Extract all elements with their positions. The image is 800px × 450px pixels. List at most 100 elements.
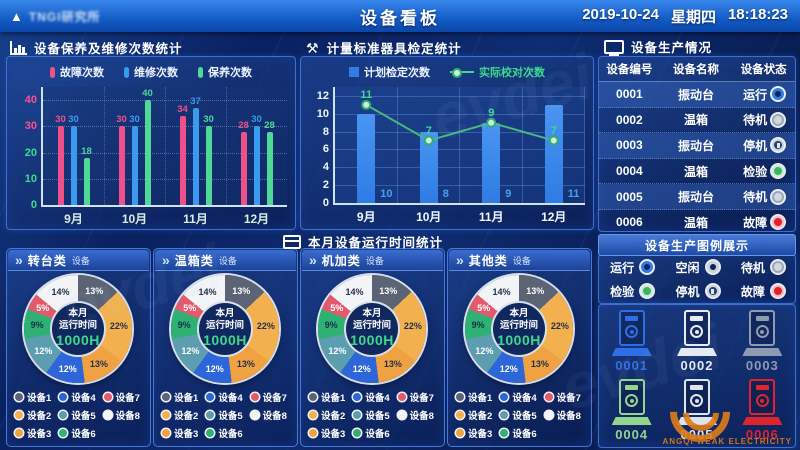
runtime-category-suffix: 设备 (512, 255, 531, 266)
tower-ring (625, 394, 639, 407)
table-row[interactable]: 0002 温箱 待机 (599, 108, 795, 134)
donut-legend: 设备1 设备4 设备7 设备2 设备5 设备8 设备3 设备6 (15, 390, 148, 440)
donut-legend-dot (206, 429, 215, 437)
gridline-vertical (104, 87, 105, 205)
x-axis-label: 12月 (243, 212, 270, 226)
status-text: 检验 (743, 164, 768, 179)
table-row[interactable]: 0005 振动台 待机 (599, 184, 795, 210)
device-tile-label: 0005 (680, 427, 714, 442)
tower-base (742, 348, 783, 356)
run-status-icon (641, 261, 654, 273)
donut-legend-dot (309, 411, 317, 419)
standby-status-icon (772, 113, 785, 126)
donut-center-text: 运行时间 (205, 320, 244, 332)
tower-ring (755, 325, 769, 338)
donut-legend-label: 设备7 (409, 393, 434, 404)
donut-legend-dot (162, 429, 170, 437)
gridline-vertical (584, 87, 585, 203)
donut-legend-item: 设备6 (353, 426, 397, 440)
y-axis-tick: 40 (24, 94, 37, 107)
gridline (335, 185, 585, 187)
donut-legend-item: 设备3 (162, 426, 206, 440)
pause-status-icon (706, 285, 719, 297)
runtime-panel-3: » 机加类 设备 13% 22% 13% 12% 12% 9% 5% 14% 本月 运行时间 1000H 设… (300, 248, 445, 447)
legend-item: 故障次数 (50, 64, 104, 80)
bar-value: 9 (505, 188, 512, 200)
table-row[interactable]: 0003 振动台 停机 (599, 133, 795, 159)
donut-legend-label: 设备7 (115, 393, 140, 404)
runtime-category-label: 温箱类 (174, 253, 214, 268)
donut-legend-dot (206, 393, 215, 401)
runtime-section-title: 本月设备运行时间统计 (283, 232, 443, 251)
bar-保养次数 (205, 126, 212, 205)
donut-segment-value: 5% (36, 303, 50, 314)
gridline (43, 178, 287, 180)
calibration-title-text: 计量标准器具检定统计 (326, 42, 462, 56)
runtime-panel-header: » 其他类 设备 (449, 250, 590, 271)
table-row[interactable]: 0006 温箱 故障 (599, 210, 795, 236)
status-text: 故障 (743, 215, 768, 230)
donut-legend-label: 设备3 (174, 429, 199, 440)
device-tile-0002[interactable]: 0002 (676, 310, 717, 373)
board-icon (283, 234, 301, 249)
runtime-panel-header: » 温箱类 设备 (155, 250, 296, 271)
bar-value: 30 (68, 114, 79, 126)
status-text: 待机 (743, 190, 768, 205)
legend-label: 计划检定次数 (364, 67, 430, 79)
donut-legend-label: 设备5 (512, 411, 537, 422)
table-row[interactable]: 0004 温箱 检验 (599, 159, 795, 185)
device-tile-0006[interactable]: 0006 (742, 379, 783, 442)
status-legend-item: 待机 (730, 259, 795, 276)
monitor-icon (604, 39, 624, 56)
donut-legend-dot (250, 411, 259, 419)
table-row[interactable]: 0001 振动台 运行 (599, 82, 795, 108)
runtime-panel-2: » 温箱类 设备 13% 22% 13% 12% 12% 9% 5% 14% 本月 运行时间 1000H 设… (153, 248, 298, 447)
y-axis-tick: 12 (316, 89, 329, 102)
donut-legend-label: 设备4 (71, 393, 96, 404)
donut-segment-value: 14% (492, 286, 511, 297)
donut-legend-dot (103, 393, 112, 401)
device-id: 0003 (616, 138, 643, 153)
gridline (43, 152, 287, 154)
bar-chart-icon (10, 40, 27, 55)
column-header: 设备名称 (673, 64, 719, 76)
device-name: 振动台 (678, 87, 715, 102)
inspect-status-icon (772, 165, 785, 178)
status-legend-label: 待机 (740, 260, 765, 275)
device-tile-0001[interactable]: 0001 (611, 310, 652, 373)
donut-center-text: 运行时间 (499, 320, 538, 332)
device-id: 0006 (616, 215, 643, 230)
donut-segment-value: 12% (181, 345, 200, 356)
donut-legend-label: 设备1 (321, 393, 346, 404)
point-value: 7 (425, 124, 432, 137)
status-text: 运行 (743, 87, 768, 102)
device-tower-icon (676, 379, 717, 425)
donut-legend-item: 设备1 (456, 390, 500, 404)
tower-dot (694, 398, 699, 403)
device-tile-0005[interactable]: 0005 (676, 379, 717, 442)
donut-segment-value: 12% (352, 363, 371, 374)
legend-label: 实际校对次数 (479, 67, 545, 79)
y-axis-tick: 20 (24, 146, 37, 159)
device-status: 故障 (732, 214, 795, 231)
donut-legend-item: 设备6 (59, 426, 103, 440)
legend-item: 实际校对次数 (450, 64, 545, 80)
device-tile-0004[interactable]: 0004 (611, 379, 652, 442)
donut-legend-label: 设备1 (174, 393, 199, 404)
donut-legend-item: 设备2 (456, 408, 500, 422)
column-header: 设备状态 (740, 64, 787, 76)
logo-icon: ▲ (10, 8, 23, 24)
donut-legend-item: 设备7 (103, 390, 148, 404)
donut-segment-value: 22% (550, 321, 569, 332)
donut-legend-label: 设备3 (321, 429, 346, 440)
legend-item: 保养次数 (198, 64, 252, 80)
production-title-text: 设备生产情况 (631, 41, 713, 55)
donut-legend-item: 设备5 (206, 408, 250, 422)
device-tile-0003[interactable]: 0003 (742, 310, 783, 373)
donut-segment-value: 12% (499, 363, 518, 374)
tower-slot (690, 385, 704, 390)
bar-计划检定次数 (357, 113, 376, 203)
donut-segment-value: 13% (89, 359, 108, 370)
maintenance-section-title: 设备保养及维修次数统计 (10, 38, 183, 57)
donut-legend-label: 设备5 (365, 411, 390, 422)
